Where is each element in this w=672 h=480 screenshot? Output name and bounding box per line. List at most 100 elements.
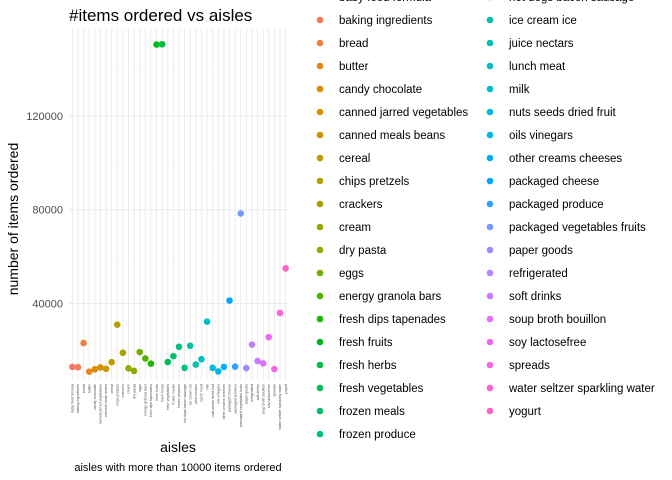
x-tick-label: soft drinks xyxy=(256,384,260,401)
chart-title: #items ordered vs aisles xyxy=(69,6,252,25)
legend-key xyxy=(316,430,324,438)
x-tick-label: paper goods xyxy=(245,384,249,404)
x-tick-label: fresh herbs xyxy=(160,384,164,402)
legend-key xyxy=(486,407,494,415)
legend-label: lunch meat xyxy=(509,61,566,73)
legend-label: nuts seeds dried fruit xyxy=(509,107,617,119)
x-tick-label: packaged produce xyxy=(233,384,237,414)
legend-label: soup broth bouillon xyxy=(509,314,606,326)
data-point xyxy=(181,364,188,372)
x-tick-label: fresh dips tapenades xyxy=(149,384,153,418)
data-point xyxy=(147,360,155,367)
y-tick-label: 40000 xyxy=(32,299,63,311)
legend-label: oils vinegars xyxy=(509,130,573,142)
y-tick-label: 80000 xyxy=(32,205,63,217)
legend-label: energy granola bars xyxy=(339,291,442,303)
x-tick-label: energy granola bars xyxy=(144,384,148,416)
legend-key xyxy=(316,269,324,277)
grid-lines xyxy=(69,29,289,381)
data-point xyxy=(69,363,76,371)
x-tick-label: soup broth bouillon xyxy=(261,384,265,414)
legend-key xyxy=(316,131,324,139)
legend-key xyxy=(316,292,324,300)
legend-label: ice cream ice xyxy=(509,15,577,27)
legend-label: other creams cheeses xyxy=(509,153,622,165)
x-tick-label: frozen meals xyxy=(172,384,176,405)
legend-label: packaged cheese xyxy=(509,176,599,188)
data-point xyxy=(259,360,267,367)
x-tick-label: fresh fruits xyxy=(155,384,159,401)
legend-label: eggs xyxy=(339,268,364,280)
legend-key xyxy=(316,16,324,24)
legend-key xyxy=(486,200,494,208)
legend-key xyxy=(486,154,494,162)
data-point xyxy=(231,363,239,370)
legend-key xyxy=(486,177,494,185)
x-tick-label: butter xyxy=(87,383,91,393)
data-point xyxy=(153,41,160,48)
x-tick-label: baby food formula xyxy=(71,384,75,413)
x-axis-title: aisles xyxy=(160,439,196,455)
legend-label: soy lactosefree xyxy=(509,337,586,349)
legend-label: spreads xyxy=(509,360,550,372)
x-tick-label: nuts seeds dried fruit xyxy=(211,384,215,417)
data-point xyxy=(192,361,200,368)
x-tick-label: candy chocolate xyxy=(93,384,97,410)
legend-key xyxy=(316,223,324,231)
data-point xyxy=(209,364,216,372)
legend-label: baby food formula xyxy=(339,0,432,4)
x-tick-label: frozen produce xyxy=(177,384,181,408)
data-point xyxy=(130,367,138,375)
legend-label: frozen produce xyxy=(339,429,416,441)
legend-key xyxy=(486,384,494,392)
data-point xyxy=(186,342,194,350)
data-point xyxy=(102,365,110,373)
legend-label: fresh dips tapenades xyxy=(339,314,446,326)
data-point xyxy=(74,363,82,371)
x-tick-label: packaged cheese xyxy=(228,384,232,412)
x-tick-label: cream xyxy=(127,384,131,394)
legend-label: frozen meals xyxy=(339,406,405,418)
x-axis-ticks: baby food formula baking ingredients bread… xyxy=(71,383,288,429)
legend-key xyxy=(486,16,494,24)
legend-key xyxy=(316,85,324,93)
x-tick-label: crackers xyxy=(121,384,125,398)
legend-key xyxy=(486,292,494,300)
legend-key xyxy=(486,269,494,277)
legend-label: yogurt xyxy=(509,406,542,418)
data-point xyxy=(108,358,115,366)
y-tick-label: 120000 xyxy=(26,111,63,123)
legend-key xyxy=(486,39,494,47)
x-tick-label: chips pretzels xyxy=(115,384,119,406)
legend-key xyxy=(316,177,324,185)
legend-label: soft drinks xyxy=(509,291,562,303)
legend-key xyxy=(316,407,324,415)
data-point xyxy=(175,343,183,351)
data-point xyxy=(125,365,132,372)
x-tick-label: bread xyxy=(82,384,86,393)
x-tick-label: canned meals beans xyxy=(104,384,108,417)
data-point xyxy=(203,318,211,325)
legend-label: refrigerated xyxy=(509,268,568,280)
x-tick-label: other creams cheeses xyxy=(222,384,226,420)
data-point xyxy=(265,333,273,341)
legend-key xyxy=(316,246,324,254)
legend-label: paper goods xyxy=(509,245,573,257)
data-point xyxy=(248,341,256,348)
data-point xyxy=(276,309,284,317)
legend-key xyxy=(316,62,324,70)
legend-label: dry pasta xyxy=(339,245,387,257)
legend-key xyxy=(486,338,494,346)
legend-label: canned meals beans xyxy=(339,130,445,142)
data-point xyxy=(85,368,93,375)
data-point xyxy=(142,355,149,362)
legend-label: fresh herbs xyxy=(339,360,397,372)
x-tick-label: cereal xyxy=(110,384,114,394)
data-point xyxy=(113,321,121,328)
data-point xyxy=(119,349,127,357)
legend-label: baking ingredients xyxy=(339,15,433,27)
legend-label: cereal xyxy=(339,153,370,165)
x-tick-label: yogurt xyxy=(284,384,288,394)
x-tick-label: eggs xyxy=(138,384,142,392)
